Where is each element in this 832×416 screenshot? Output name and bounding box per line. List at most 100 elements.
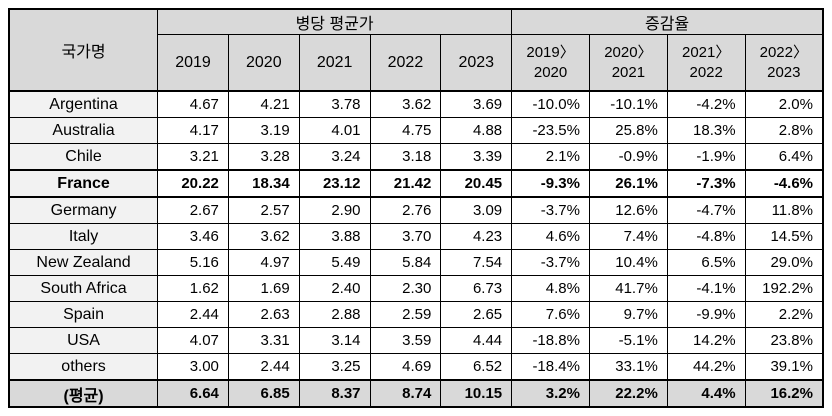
country-column-header: 국가명: [8, 8, 159, 92]
period-from: 2021〉: [682, 43, 731, 61]
period-header: 2021〉 2022: [666, 34, 746, 92]
rate-cell: 14.5%: [744, 223, 824, 250]
rate-cell: 23.8%: [744, 327, 824, 354]
price-cell: 3.70: [369, 223, 442, 250]
country-cell: South Africa: [8, 275, 159, 302]
table-row: others 3.00 2.44 3.25 4.69 6.52 -18.4% 33.1% 44.…: [8, 353, 824, 381]
price-cell: 4.07: [157, 327, 229, 354]
rate-cell: 2.2%: [744, 301, 824, 328]
group-header-row: 국가명 병당 평균가 증감율: [8, 8, 824, 92]
year-header: 2021: [298, 34, 371, 92]
price-cell: 4.67: [157, 90, 229, 118]
price-cell: 4.69: [369, 353, 442, 381]
table-row: New Zealand 5.16 4.97 5.49 5.84 7.54 -3.7% 10.4…: [8, 249, 824, 276]
price-cell: 6.73: [440, 275, 513, 302]
table-row: South Africa 1.62 1.69 2.40 2.30 6.73 4.8% 41.7…: [8, 275, 824, 302]
period-from: 2019〉: [526, 43, 575, 61]
table-row: Chile 3.21 3.28 3.24 3.18 3.39 2.1% -0.9% -1.9% 6…: [8, 143, 824, 171]
rate-cell: -3.7%: [511, 249, 590, 276]
price-cell: 23.12: [298, 169, 371, 198]
rate-cell: -10.1%: [588, 90, 668, 118]
price-cell: 3.39: [440, 143, 513, 171]
price-cell: 4.44: [440, 327, 513, 354]
country-cell: USA: [8, 327, 159, 354]
rate-cell: 44.2%: [666, 353, 746, 381]
price-cell: 4.01: [298, 117, 371, 144]
price-cell: 5.49: [298, 249, 371, 276]
price-cell: 2.65: [440, 301, 513, 328]
rate-cell: 4.4%: [666, 379, 746, 408]
rate-cell: 10.4%: [588, 249, 668, 276]
price-cell: 3.18: [369, 143, 442, 171]
price-group-header: 병당 평균가: [157, 8, 513, 35]
rate-cell: 22.2%: [588, 379, 668, 408]
period-from: 2022〉: [759, 43, 808, 61]
price-cell: 7.54: [440, 249, 513, 276]
rate-cell: 14.2%: [666, 327, 746, 354]
rate-cell: -4.1%: [666, 275, 746, 302]
rate-cell: 4.6%: [511, 223, 590, 250]
price-cell: 3.88: [298, 223, 371, 250]
price-cell: 3.24: [298, 143, 371, 171]
price-cell: 6.85: [227, 379, 300, 408]
table-row: Argentina 4.67 4.21 3.78 3.62 3.69 -10.0% -10.1…: [8, 90, 824, 118]
table-row: France 20.22 18.34 23.12 21.42 20.45 -9.3% 26.1…: [8, 169, 824, 198]
price-cell: 4.75: [369, 117, 442, 144]
price-cell: 4.88: [440, 117, 513, 144]
price-cell: 3.28: [227, 143, 300, 171]
rate-cell: 11.8%: [744, 196, 824, 224]
price-cell: 3.31: [227, 327, 300, 354]
year-header: 2019: [157, 34, 229, 92]
table-row: Italy 3.46 3.62 3.88 3.70 4.23 4.6% 7.4% -4.8% 14…: [8, 223, 824, 250]
rate-cell: -10.0%: [511, 90, 590, 118]
price-cell: 1.69: [227, 275, 300, 302]
price-cell: 3.19: [227, 117, 300, 144]
price-cell: 3.62: [227, 223, 300, 250]
summary-row: (평균) 6.64 6.85 8.37 8.74 10.15 3.2% 22.2% 4.4% 16…: [8, 379, 824, 408]
price-cell: 3.14: [298, 327, 371, 354]
price-cell: 20.45: [440, 169, 513, 198]
rate-cell: 2.1%: [511, 143, 590, 171]
year-header: 2020: [227, 34, 300, 92]
rate-cell: -18.4%: [511, 353, 590, 381]
price-cell: 2.63: [227, 301, 300, 328]
rate-cell: 6.5%: [666, 249, 746, 276]
table-row: Spain 2.44 2.63 2.88 2.59 2.65 7.6% 9.7% -9.9% 2.…: [8, 301, 824, 328]
price-cell: 5.16: [157, 249, 229, 276]
country-cell: France: [8, 169, 159, 198]
country-cell: New Zealand: [8, 249, 159, 276]
table-body: Argentina 4.67 4.21 3.78 3.62 3.69 -10.0% -10.1…: [8, 90, 824, 408]
year-header: 2022: [369, 34, 442, 92]
price-cell: 5.84: [369, 249, 442, 276]
price-cell: 2.76: [369, 196, 442, 224]
period-header: 2019〉 2020: [511, 34, 590, 92]
rate-group-header: 증감율: [511, 8, 824, 35]
price-cell: 2.57: [227, 196, 300, 224]
country-cell: Spain: [8, 301, 159, 328]
rate-cell: 4.8%: [511, 275, 590, 302]
table-header: 국가명 병당 평균가 증감율 2019 2020 2021 2022 2023 …: [8, 8, 824, 92]
rate-cell: 7.6%: [511, 301, 590, 328]
rate-cell: -7.3%: [666, 169, 746, 198]
rate-cell: 6.4%: [744, 143, 824, 171]
rate-cell: -18.8%: [511, 327, 590, 354]
country-cell: Chile: [8, 143, 159, 171]
rate-cell: 2.8%: [744, 117, 824, 144]
period-to: 2023: [767, 63, 801, 81]
year-header-row: 2019 2020 2021 2022 2023 2019〉 2020 2020〉…: [9, 34, 824, 92]
country-cell: Australia: [8, 117, 159, 144]
rate-cell: -4.8%: [666, 223, 746, 250]
period-header: 2022〉 2023: [744, 34, 824, 92]
price-cell: 3.69: [440, 90, 513, 118]
price-cell: 20.22: [157, 169, 229, 198]
price-cell: 3.62: [369, 90, 442, 118]
price-cell: 2.30: [369, 275, 442, 302]
country-cell: Germany: [8, 196, 159, 224]
period-to: 2022: [689, 63, 723, 81]
price-cell: 6.52: [440, 353, 513, 381]
price-cell: 4.17: [157, 117, 229, 144]
price-cell: 21.42: [369, 169, 442, 198]
rate-cell: -1.9%: [666, 143, 746, 171]
price-cell: 3.25: [298, 353, 371, 381]
rate-cell: -0.9%: [588, 143, 668, 171]
